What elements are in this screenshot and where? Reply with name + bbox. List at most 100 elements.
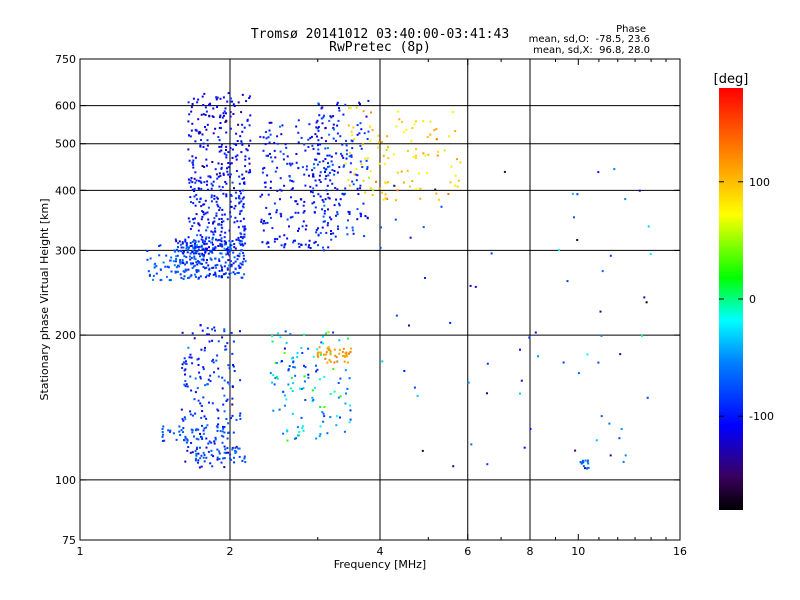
data-point: [186, 438, 189, 441]
data-point: [341, 192, 344, 195]
data-point: [199, 377, 202, 380]
data-point: [227, 173, 230, 176]
data-point: [344, 352, 347, 355]
data-point: [269, 212, 271, 215]
data-point: [205, 446, 208, 449]
data-point: [221, 441, 224, 444]
data-point: [274, 377, 277, 380]
data-point: [503, 170, 506, 173]
data-point: [217, 417, 220, 420]
data-point: [202, 213, 205, 216]
data-point: [280, 189, 283, 192]
data-point: [223, 114, 225, 117]
data-point: [234, 267, 237, 270]
data-point: [316, 127, 319, 130]
data-point: [210, 196, 213, 199]
data-point: [643, 296, 646, 299]
data-point: [322, 249, 325, 252]
data-point: [232, 340, 235, 343]
data-point: [210, 249, 213, 252]
data-point: [184, 360, 187, 363]
data-point: [198, 466, 201, 469]
data-point: [224, 345, 227, 348]
data-point: [219, 206, 222, 209]
data-point: [333, 128, 335, 131]
data-point: [192, 249, 195, 252]
data-point: [214, 329, 216, 332]
data-point: [269, 187, 272, 189]
data-point: [220, 149, 223, 152]
data-point: [216, 458, 219, 461]
data-point: [241, 93, 244, 96]
data-point: [193, 435, 195, 438]
data-point: [269, 133, 272, 136]
data-point: [220, 434, 223, 437]
data-point: [620, 428, 623, 431]
data-point: [199, 375, 202, 378]
data-point: [202, 248, 204, 251]
data-point: [233, 256, 236, 259]
data-point: [286, 439, 289, 442]
data-point: [227, 162, 230, 164]
data-point: [225, 149, 227, 151]
data-point: [437, 150, 439, 153]
data-point: [326, 184, 329, 187]
data-point: [456, 158, 458, 161]
data-point: [265, 206, 268, 209]
data-point: [190, 110, 193, 113]
data-point: [324, 357, 327, 360]
data-point: [212, 247, 215, 250]
data-point: [201, 210, 204, 212]
data-point: [194, 242, 196, 245]
data-point: [329, 353, 332, 356]
data-point: [194, 258, 197, 261]
data-point: [296, 352, 299, 355]
data-point: [285, 341, 288, 344]
data-point: [233, 142, 236, 145]
data-point: [230, 205, 233, 208]
data-point: [314, 240, 317, 243]
data-point: [249, 114, 252, 117]
data-point: [212, 222, 214, 225]
data-point: [332, 331, 335, 334]
data-point: [280, 133, 283, 136]
data-point: [342, 113, 345, 116]
data-point: [344, 369, 347, 372]
data-point: [220, 163, 223, 166]
data-point: [273, 383, 276, 386]
data-point: [216, 354, 219, 357]
data-point: [262, 229, 265, 232]
data-point: [332, 232, 335, 235]
data-point: [395, 125, 398, 128]
data-point: [213, 442, 216, 445]
data-point: [338, 204, 341, 207]
data-point: [562, 361, 565, 364]
data-point: [436, 154, 439, 157]
data-point: [225, 400, 228, 402]
data-point: [229, 127, 232, 130]
data-point: [168, 279, 171, 282]
data-point: [268, 152, 271, 155]
data-point: [149, 273, 151, 276]
data-point: [192, 202, 195, 205]
data-point: [182, 427, 185, 430]
data-point: [234, 191, 237, 194]
data-point: [263, 220, 266, 222]
data-point: [147, 270, 150, 273]
data-point: [196, 244, 198, 247]
data-point: [192, 159, 195, 162]
data-point: [619, 353, 622, 356]
data-point: [214, 264, 217, 267]
data-point: [174, 238, 177, 241]
data-point: [229, 260, 232, 263]
data-point: [645, 301, 648, 304]
data-point: [277, 332, 279, 335]
data-point: [195, 428, 198, 431]
data-point: [240, 209, 243, 212]
data-point: [197, 248, 200, 251]
data-point: [188, 356, 191, 359]
data-point: [196, 358, 199, 361]
data-point: [222, 273, 225, 276]
data-point: [202, 113, 205, 116]
